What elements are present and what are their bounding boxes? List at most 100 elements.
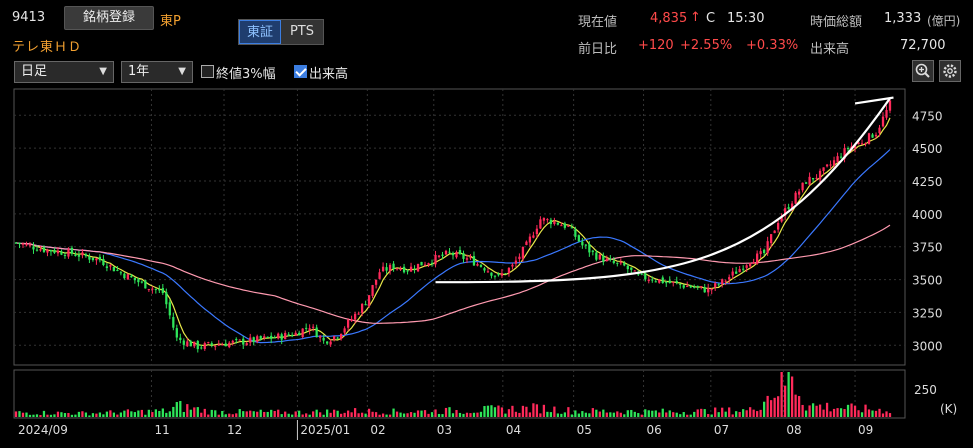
volume-bar	[46, 414, 49, 417]
volume-bar	[74, 414, 77, 417]
volume-bar	[182, 411, 185, 417]
change-pct: +2.55%	[680, 38, 733, 53]
close3-checkbox[interactable]	[201, 65, 214, 78]
candle-body	[402, 266, 406, 273]
candle-body	[476, 264, 479, 266]
volume-bar	[326, 409, 329, 417]
candle-body	[95, 258, 98, 261]
volume-bar	[161, 408, 164, 417]
candle-body	[56, 250, 60, 254]
candle-body	[322, 337, 325, 341]
volume-bar	[77, 411, 81, 417]
candle-body	[434, 255, 437, 265]
volume-bar	[53, 414, 56, 417]
candle-body	[808, 176, 811, 185]
volume-bar	[783, 385, 787, 417]
volume-bar	[388, 414, 392, 417]
candle-body	[458, 250, 462, 254]
candle-body	[553, 221, 556, 225]
volume-bar	[714, 407, 717, 417]
volume-bar	[686, 414, 689, 417]
candle-body	[528, 236, 532, 243]
volume-bar	[32, 414, 35, 417]
volume-bar	[221, 410, 224, 417]
x-tick-label: 2025/01	[300, 423, 350, 437]
volume-bar	[88, 415, 91, 417]
volume-bar	[602, 409, 605, 417]
volume-bar	[224, 414, 227, 417]
candle-body	[542, 217, 546, 221]
x-tick-label: 09	[858, 423, 873, 437]
candle-body	[588, 243, 591, 253]
candle-body	[616, 262, 619, 264]
volume-bar	[235, 413, 238, 417]
volume-bar	[413, 412, 416, 417]
candle-body	[77, 254, 81, 257]
volume-bar	[249, 410, 252, 417]
range-select[interactable]: 1年 ▼	[121, 61, 193, 83]
volume-bar	[763, 401, 766, 417]
candle-body	[291, 334, 294, 337]
candle-body	[878, 127, 881, 134]
candle-body	[843, 148, 846, 159]
volume-bar	[752, 409, 755, 417]
candle-body	[416, 263, 420, 272]
candle-body	[123, 273, 126, 279]
candle-body	[196, 341, 199, 350]
candle-body	[308, 328, 311, 331]
candle-body	[158, 289, 161, 291]
candle-body	[294, 332, 297, 336]
candle-body	[773, 230, 776, 234]
candle-body	[284, 332, 287, 340]
candle-body	[235, 339, 238, 341]
volume-bar	[305, 413, 308, 417]
candle-body	[871, 134, 874, 138]
candle-body	[53, 249, 56, 253]
candle-body	[504, 273, 507, 275]
volume-bar	[787, 372, 790, 417]
candle-body	[46, 249, 49, 253]
candle-body	[109, 265, 112, 267]
candle-body	[214, 345, 217, 347]
candle-body	[605, 258, 608, 262]
volume-bar	[780, 372, 783, 417]
candle-body	[28, 244, 32, 246]
chevron-down-icon: ▼	[99, 66, 107, 77]
volume-bar	[700, 408, 703, 417]
trend-annotation-curve	[435, 97, 891, 284]
candle-body	[860, 143, 864, 145]
volume-bar	[609, 412, 612, 417]
volume-bar	[130, 411, 133, 417]
candle-body	[116, 269, 119, 271]
period-select[interactable]: 日足 ▼	[14, 61, 114, 83]
volume-bar	[612, 412, 615, 417]
volume-bar	[294, 411, 297, 417]
volume-bar	[595, 409, 598, 417]
candle-body	[144, 280, 147, 289]
volume-bar	[815, 405, 818, 417]
volume-bar	[242, 411, 245, 417]
candle-body	[367, 295, 371, 306]
y-tick-label: 4250	[912, 175, 943, 189]
candle-body	[724, 280, 727, 282]
candle-body	[360, 303, 364, 313]
candle-body	[752, 262, 755, 264]
volume-bar	[105, 411, 109, 417]
volume-bar	[563, 412, 567, 417]
settings-button[interactable]	[939, 60, 961, 82]
candle-body	[364, 304, 367, 306]
zoom-button[interactable]	[912, 60, 934, 82]
volume-bar	[850, 403, 853, 417]
candle-body	[619, 262, 622, 264]
volume-bar	[312, 411, 315, 417]
candle-body	[598, 254, 601, 260]
register-stock-button[interactable]: 銘柄登録	[64, 6, 154, 30]
candle-body	[14, 242, 18, 244]
volume-bar	[577, 413, 580, 417]
volume-checkbox[interactable]	[294, 65, 307, 78]
candle-body	[700, 286, 703, 288]
volume-bar	[444, 407, 448, 417]
tab-tse[interactable]: 東証	[239, 20, 281, 44]
tab-pts[interactable]: PTS	[281, 20, 323, 44]
